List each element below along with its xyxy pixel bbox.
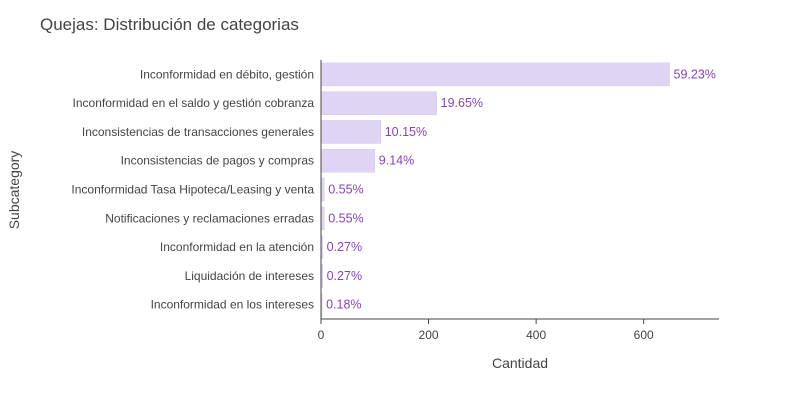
chart-title: Quejas: Distribución de categorias	[40, 15, 299, 34]
bar	[320, 148, 376, 173]
y-axis-title: Subcategory	[6, 151, 22, 230]
data-label: 0.27%	[327, 240, 362, 254]
x-tick-label: 0	[318, 328, 325, 342]
category-label: Inconformidad en débito, gestión	[140, 67, 314, 81]
category-labels: Inconformidad en débito, gestión Inconfor…	[71, 67, 314, 311]
x-tick-label: 400	[526, 328, 546, 342]
category-label: Inconformidad en la atención	[160, 240, 314, 254]
bar	[320, 62, 670, 87]
data-label: 0.18%	[326, 298, 361, 312]
x-tick-label: 600	[634, 328, 654, 342]
bar	[320, 91, 437, 115]
x-axis-ticks: 0 200 400 600	[318, 319, 654, 342]
category-label: Liquidación de intereses	[185, 269, 314, 283]
data-label: 9.14%	[379, 154, 414, 168]
category-label: Inconsistencias de pagos y compras	[121, 154, 314, 168]
category-label: Notificaciones y reclamaciones erradas	[105, 211, 314, 225]
category-label: Inconformidad Tasa Hipoteca/Leasing y ve…	[71, 183, 314, 197]
bar	[320, 120, 381, 144]
data-label: 19.65%	[441, 96, 483, 110]
category-label: Inconformidad en los intereses	[151, 298, 314, 312]
x-axis-title: Cantidad	[492, 355, 548, 371]
data-label: 0.55%	[328, 211, 363, 225]
category-label: Inconsistencias de transacciones general…	[82, 125, 314, 139]
data-label: 59.23%	[674, 67, 716, 81]
category-label: Inconformidad en el saldo y gestión cobr…	[73, 96, 315, 110]
data-label: 0.27%	[327, 269, 362, 283]
data-label: 0.55%	[328, 183, 363, 197]
data-label: 10.15%	[385, 125, 427, 139]
bars-group	[320, 62, 670, 317]
data-labels: 59.23% 19.65% 10.15% 9.14% 0.55% 0.55% 0.27% 0.…	[326, 67, 716, 311]
x-tick-label: 200	[419, 328, 439, 342]
